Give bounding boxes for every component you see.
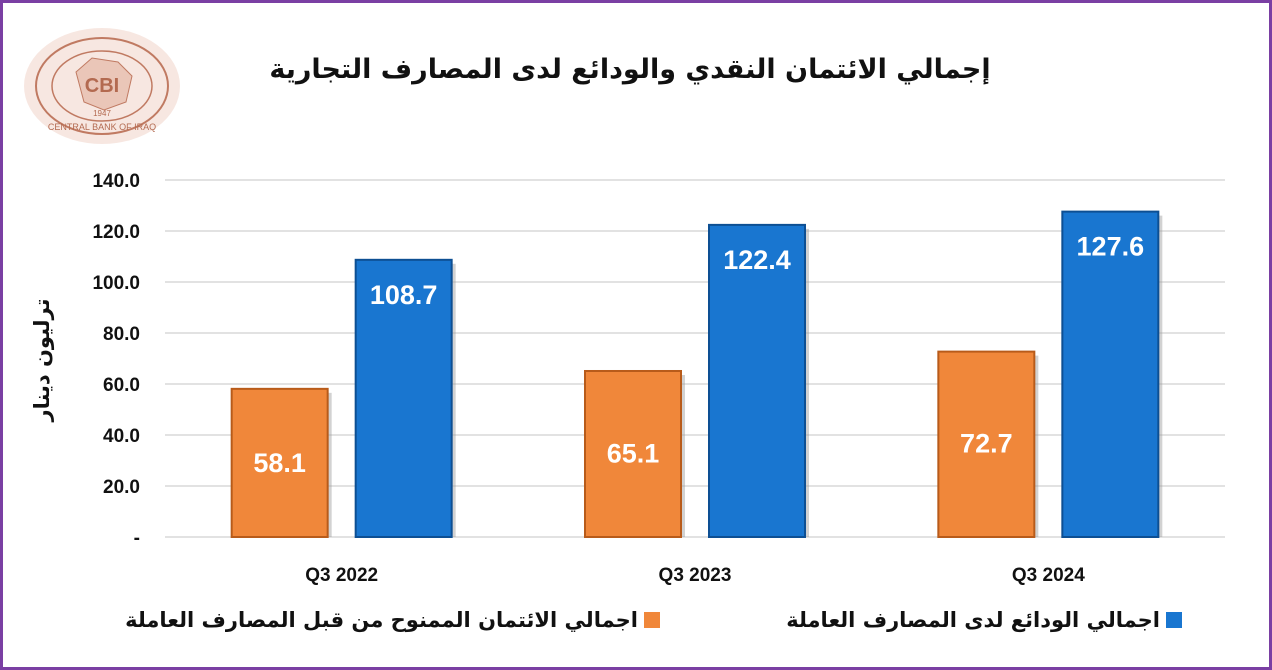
- data-label-deposits: 122.4: [723, 245, 791, 275]
- y-tick-label: 40.0: [103, 426, 140, 447]
- cbi-logo: CBI CENTRAL BANK OF IRAQ 1947: [24, 28, 180, 144]
- bar-deposits: [354, 258, 453, 538]
- legend-item-deposits: اجمالي الودائع لدى المصارف العاملة: [786, 608, 1182, 632]
- y-tick-label: 80.0: [103, 324, 140, 345]
- legend-item-credit: اجمالي الائتمان الممنوح من قبل المصارف ا…: [125, 608, 660, 632]
- logo-ring-text: CENTRAL BANK OF IRAQ: [48, 122, 156, 132]
- bar-deposits: [1061, 210, 1160, 538]
- y-tick-label: 100.0: [92, 273, 140, 294]
- data-label-deposits: 108.7: [370, 280, 438, 310]
- x-tick-label: Q3 2023: [659, 565, 732, 586]
- logo-text: CBI: [85, 75, 119, 97]
- chart-title: إجمالي الائتمان النقدي والودائع لدى المص…: [269, 54, 991, 85]
- data-label-credit: 65.1: [607, 439, 660, 469]
- legend: اجمالي الودائع لدى المصارف العاملة اجمال…: [0, 608, 1272, 648]
- legend-swatch-deposits: [1166, 612, 1182, 628]
- y-tick-label: -: [134, 528, 140, 549]
- bar-credit: [230, 387, 329, 538]
- y-tick-label: 60.0: [103, 375, 140, 396]
- bar-credit: [937, 350, 1036, 538]
- data-label-credit: 58.1: [253, 448, 306, 478]
- data-label-credit: 72.7: [960, 429, 1013, 459]
- data-label-deposits: 127.6: [1077, 232, 1145, 262]
- legend-label-deposits: اجمالي الودائع لدى المصارف العاملة: [786, 608, 1160, 632]
- bar-credit: [584, 369, 682, 538]
- y-tick-label: 20.0: [103, 477, 140, 498]
- y-tick-label: 120.0: [92, 222, 140, 243]
- x-tick-label: Q3 2024: [1012, 565, 1085, 586]
- y-tick-label: 140.0: [92, 171, 140, 192]
- logo-year: 1947: [93, 109, 111, 118]
- x-tick-label: Q3 2022: [305, 565, 378, 586]
- legend-label-credit: اجمالي الائتمان الممنوح من قبل المصارف ا…: [125, 608, 638, 632]
- bar-deposits: [708, 223, 806, 538]
- legend-swatch-credit: [644, 612, 660, 628]
